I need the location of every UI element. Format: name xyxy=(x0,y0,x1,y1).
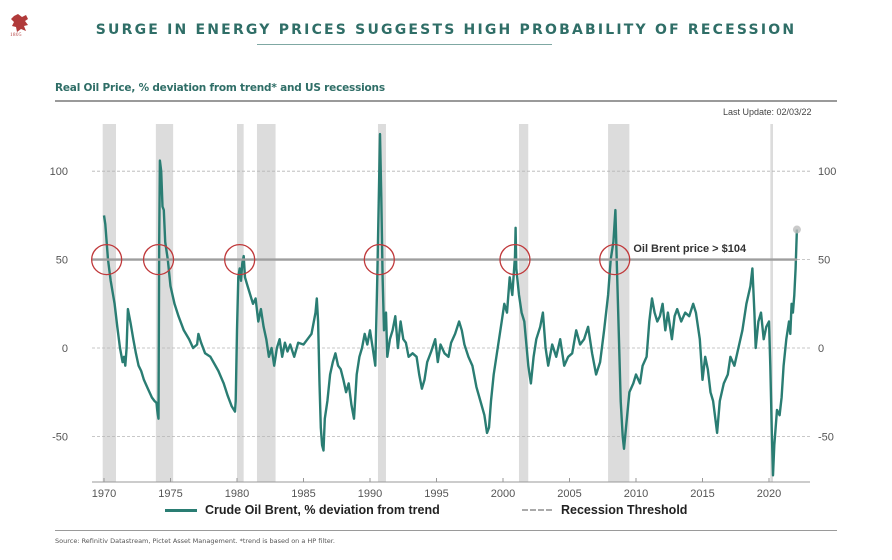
y-tick-label-left: 100 xyxy=(50,166,68,178)
x-tick-label: 1975 xyxy=(158,488,182,500)
chart-subtitle: Real Oil Price, % deviation from trend* … xyxy=(55,82,385,94)
subtitle-divider xyxy=(55,100,837,102)
highlight-circle xyxy=(599,243,631,276)
x-tick-label: 2010 xyxy=(624,488,648,500)
y-axis-left: -50 0 50 100 xyxy=(50,166,68,443)
x-tick-label: 2020 xyxy=(757,488,781,500)
series-layer xyxy=(102,132,801,477)
y-tick-label-right: 0 xyxy=(818,343,824,355)
x-tick-label: 2005 xyxy=(557,488,581,500)
recession-band xyxy=(102,124,116,482)
pictet-logo-icon xyxy=(11,14,28,32)
annotation-label: Oil Brent price > $104 xyxy=(633,243,747,255)
y-tick-label-right: 50 xyxy=(818,255,830,267)
recession-band xyxy=(377,124,386,482)
y-tick-label-left: 0 xyxy=(62,343,68,355)
highlight-circle xyxy=(142,243,175,276)
legend-swatch-solid xyxy=(165,508,197,512)
series-line-brent xyxy=(102,132,799,477)
recession-band xyxy=(518,124,529,482)
x-tick-label: 1995 xyxy=(424,488,448,500)
logo-year: 1805 xyxy=(10,33,22,38)
highlight-circle xyxy=(363,243,395,276)
recession-band xyxy=(770,124,773,482)
y-axis-right: -50 0 50 100 xyxy=(818,166,836,443)
y-tick-label-right: -50 xyxy=(818,431,834,443)
x-tick-label: 1990 xyxy=(358,488,382,500)
x-tick-label: 2015 xyxy=(690,488,714,500)
highlight-circle xyxy=(224,243,256,276)
recession-band xyxy=(256,124,276,482)
footer-divider xyxy=(55,530,837,531)
x-tick-label: 1980 xyxy=(225,488,249,500)
recession-band xyxy=(237,124,244,482)
chart-legend: Crude Oil Brent, % deviation from trend … xyxy=(0,503,892,519)
legend-label-brent: Crude Oil Brent, % deviation from trend xyxy=(205,503,440,517)
y-tick-label-left: -50 xyxy=(52,431,68,443)
highlight-circles xyxy=(91,243,631,276)
gridlines xyxy=(92,170,810,437)
annotation-layer: Oil Brent price > $104 xyxy=(633,243,747,255)
y-tick-label-left: 50 xyxy=(56,255,68,267)
legend-label-threshold: Recession Threshold xyxy=(561,503,688,517)
highlight-circle xyxy=(91,243,123,276)
recession-bands xyxy=(102,124,773,482)
x-tick-label: 1985 xyxy=(291,488,315,500)
legend-item-brent: Crude Oil Brent, % deviation from trend xyxy=(165,503,440,517)
source-note: Source: Refinitiv Datastream, Pictet Ass… xyxy=(55,537,335,545)
page-title: SURGE IN ENERGY PRICES SUGGESTS HIGH PRO… xyxy=(95,22,797,38)
x-tick-label: 1970 xyxy=(92,488,116,500)
legend-swatch-dashed xyxy=(522,509,552,511)
title-underline xyxy=(257,44,552,45)
x-tick-label: 2000 xyxy=(491,488,515,500)
highlight-circle xyxy=(499,243,531,276)
y-tick-label-right: 100 xyxy=(818,166,836,178)
last-update-label: Last Update: 02/03/22 xyxy=(723,107,812,117)
x-axis: 1970 1975 1980 1985 1990 1995 2000 2005 2010 2015… xyxy=(92,478,810,500)
last-point-marker xyxy=(792,225,801,234)
legend-item-threshold: Recession Threshold xyxy=(522,503,687,517)
